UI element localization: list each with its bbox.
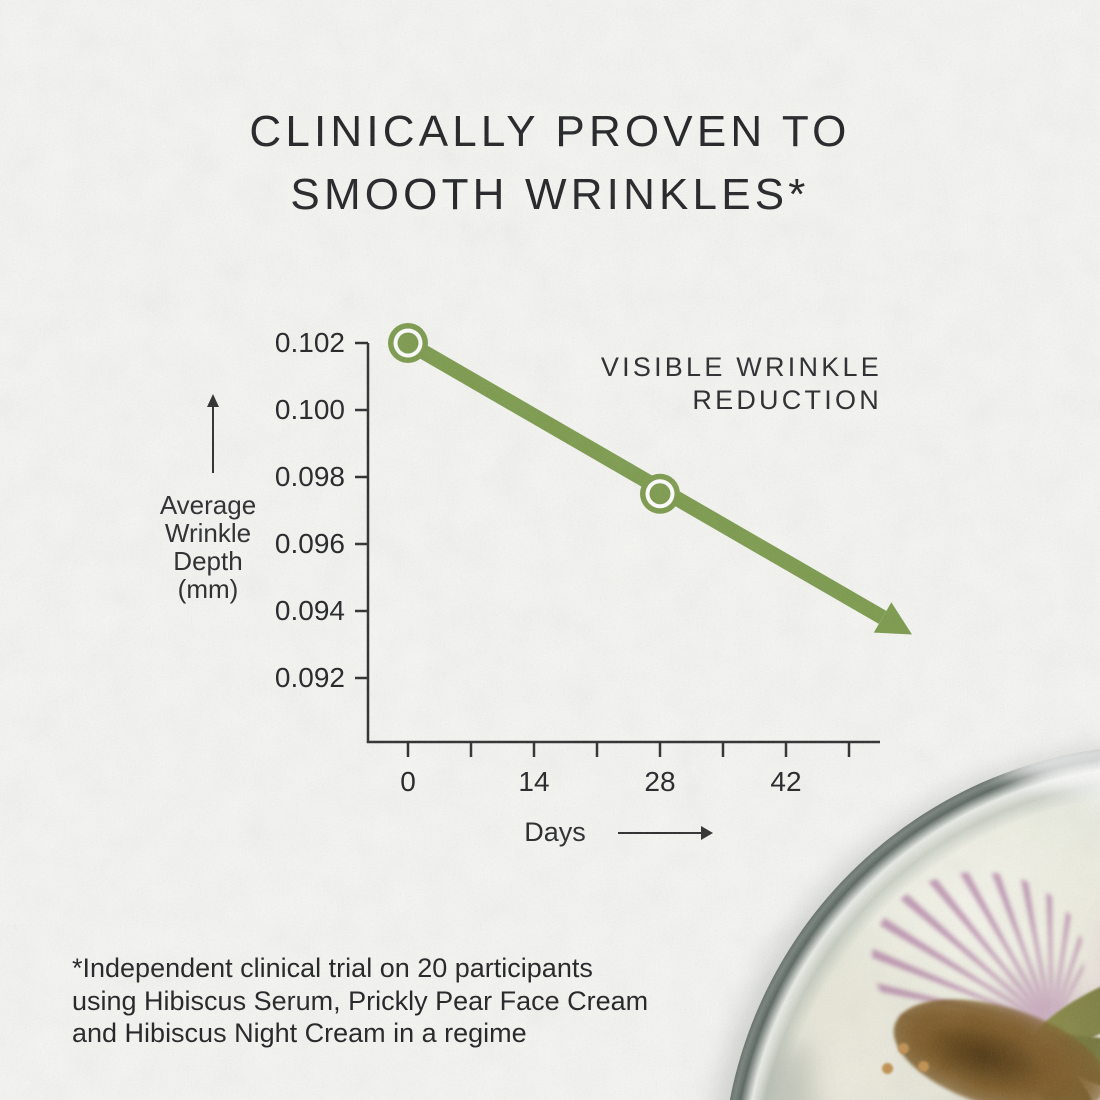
x-tick-label: 28 [644, 766, 676, 797]
y-tick-label: 0.102 [274, 327, 345, 358]
y-tick-label: 0.100 [274, 394, 345, 425]
y-axis-title: Average Wrinkle Depth (mm) [159, 490, 257, 604]
annotation-visible-wrinkle-reduction: VISIBLE WRINKLE REDUCTION [600, 352, 882, 415]
data-point-marker-core [649, 483, 671, 505]
x-tick-label: 14 [518, 766, 550, 797]
arrow-up-icon [206, 394, 219, 407]
arrow-right-icon [701, 826, 713, 840]
y-tick-label: 0.092 [274, 662, 345, 693]
footnote-line: using Hibiscus Serum, Prickly Pear Face … [72, 985, 649, 1016]
footnote-line: and Hibiscus Night Cream in a regime [72, 1018, 527, 1048]
y-axis-direction-arrow [206, 394, 219, 476]
x-tick-label: 0 [400, 766, 416, 797]
data-point-marker-core [397, 332, 419, 354]
x-axis-direction-arrow [618, 832, 702, 834]
footnote-line: *Independent clinical trial on 20 partic… [72, 953, 593, 983]
x-axis-title: Days [524, 817, 586, 847]
footnote: *Independent clinical trial on 20 partic… [72, 952, 648, 1050]
x-tick-label: 42 [770, 766, 802, 797]
y-tick-label: 0.098 [274, 461, 345, 492]
